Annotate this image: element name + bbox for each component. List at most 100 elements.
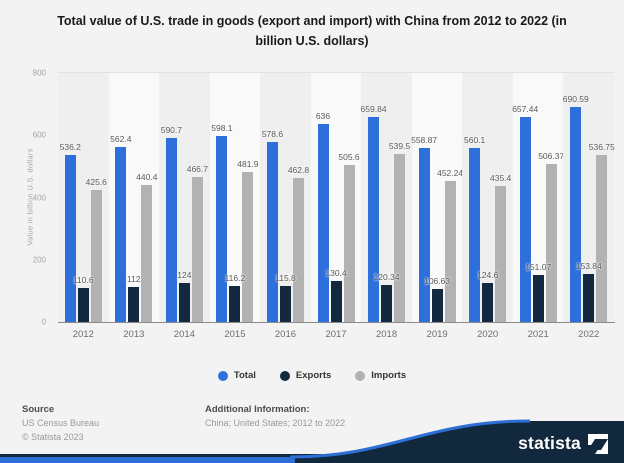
bar-value-label: 124: [177, 270, 192, 281]
bar-exports-2016: 115.8: [275, 273, 296, 322]
additional-info-label: Additional Information:: [205, 404, 310, 415]
bar-value-label: 598.1: [211, 122, 233, 133]
bar-exports-2018: 120.34: [374, 272, 400, 322]
bar-value-label: 578.6: [261, 128, 284, 139]
bar-group-2022: 690.59 153.84 536.75: [563, 73, 615, 322]
x-tick-2016: 2016: [274, 329, 297, 340]
bar-value-label: 636: [315, 111, 331, 122]
x-tick-2013: 2013: [123, 329, 145, 340]
bar-value-label: 116.2: [224, 272, 246, 283]
year-column-2015: 598.1 116.2 481.9: [209, 73, 261, 322]
legend-item-total[interactable]: Total: [217, 370, 256, 381]
legend-item-imports[interactable]: Imports: [355, 370, 406, 381]
bar-group-2014: 590.7 124 466.7: [161, 73, 208, 322]
bar-value-label: 120.34: [373, 271, 400, 282]
plot-area: 536.2 110.6 425.6 562.4 112 440.4 590.7 124 466.…: [58, 73, 615, 322]
bar-imports-2016: 462.8: [288, 165, 309, 322]
bar-value-label: 560.1: [464, 134, 486, 145]
source-label: Source: [22, 404, 55, 415]
bar-total-2012: 536.2: [60, 142, 81, 322]
year-column-2021: 657.44 151.07 506.37: [512, 73, 564, 322]
year-column-2013: 562.4 112 440.4: [108, 73, 160, 322]
bar-value-label: 153.84: [575, 261, 602, 272]
gridline-800: [58, 72, 614, 73]
bar-exports-2014: 124: [177, 270, 191, 322]
bar-imports-2022: 536.75: [589, 142, 615, 322]
bar-value-label: 659.84: [360, 103, 387, 114]
bar-imports-2014: 466.7: [187, 164, 208, 322]
y-axis-ticks: 0 200 400 600 800: [0, 69, 52, 327]
statista-logo: statista: [518, 433, 608, 454]
bar-group-2018: 659.84 120.34 539.5: [361, 73, 410, 322]
x-tick-2018: 2018: [375, 329, 398, 340]
legend-dot-total: [217, 370, 228, 381]
y-tick-400: 400: [32, 193, 46, 202]
x-tick-2022: 2022: [578, 329, 600, 340]
bar-value-label: 110.6: [72, 274, 94, 285]
legend-item-exports[interactable]: Exports: [279, 370, 331, 381]
legend-label: Total: [233, 370, 256, 381]
chart-legend: Total Exports Imports: [0, 370, 624, 381]
y-tick-800: 800: [32, 68, 46, 78]
bar-value-label: 452.24: [437, 168, 464, 179]
bar-total-2020: 560.1: [464, 135, 485, 322]
y-tick-0: 0: [41, 317, 46, 327]
bar-total-2014: 590.7: [161, 125, 182, 322]
bar-value-label: 506.37: [538, 151, 565, 162]
bar-imports-2017: 505.6: [338, 152, 360, 322]
bar-total-2017: 636: [316, 111, 330, 322]
bar-group-2012: 536.2 110.6 425.6: [60, 73, 107, 322]
year-column-2014: 590.7 124 466.7: [159, 73, 210, 322]
bar-exports-2012: 110.6: [73, 275, 94, 322]
bar-exports-2020: 124.6: [477, 270, 498, 322]
y-tick-600: 600: [32, 130, 46, 140]
bar-group-2021: 657.44 151.07 506.37: [512, 73, 564, 322]
bar-value-label: 536.75: [588, 141, 615, 152]
bar-total-2018: 659.84: [361, 104, 387, 322]
bar-total-2013: 562.4: [110, 134, 131, 322]
bar-value-label: 505.6: [338, 151, 360, 162]
year-column-2020: 560.1 124.6 435.4: [462, 73, 513, 322]
additional-info-text: China; United States; 2012 to 2022: [205, 418, 346, 429]
legend-dot-imports: [355, 370, 366, 381]
x-tick-2019: 2019: [426, 329, 448, 340]
bar-value-label: 690.59: [562, 94, 589, 105]
bar-exports-2013: 112: [127, 274, 141, 322]
year-column-2012: 536.2 110.6 425.6: [58, 73, 109, 322]
bar-group-2020: 560.1 124.6 435.4: [464, 73, 511, 322]
bar-value-label: 124.6: [477, 270, 499, 281]
x-axis-line: [58, 322, 615, 323]
bar-imports-2020: 435.4: [490, 173, 511, 322]
x-tick-2020: 2020: [477, 329, 499, 340]
bar-imports-2019: 452.24: [437, 168, 463, 322]
legend-dot-exports: [279, 370, 290, 381]
year-column-2017: 636 130.4 505.6: [310, 73, 362, 322]
additional-info-block: Additional Information: China; United St…: [205, 403, 345, 431]
bar-imports-2015: 481.9: [237, 159, 259, 322]
bar-total-2015: 598.1: [211, 123, 233, 322]
bar-value-label: 151.07: [525, 261, 552, 272]
bar-value-label: 562.4: [110, 133, 132, 144]
bar-value-label: 558.87: [411, 135, 438, 146]
bar-exports-2021: 151.07: [525, 262, 551, 322]
statista-logo-text: statista: [518, 433, 581, 453]
bar-total-2019: 558.87: [411, 135, 437, 322]
year-column-2019: 558.87 106.63 452.24: [411, 73, 463, 322]
bar-exports-2015: 116.2: [225, 273, 245, 322]
bar-total-2022: 690.59: [563, 94, 589, 322]
bar-value-label: 112: [127, 274, 141, 285]
statista-logo-icon: [588, 433, 608, 454]
bar-value-label: 130.4: [325, 268, 347, 279]
bar-value-label: 462.8: [287, 164, 310, 175]
bar-value-label: 466.7: [186, 163, 208, 174]
x-tick-2015: 2015: [224, 329, 246, 340]
year-column-2016: 578.6 115.8 462.8: [260, 73, 311, 322]
bar-exports-2017: 130.4: [325, 268, 347, 322]
bar-exports-2022: 153.84: [576, 261, 602, 322]
source-line-1: US Census Bureau: [22, 418, 100, 429]
bar-group-2016: 578.6 115.8 462.8: [262, 73, 309, 322]
bar-group-2015: 598.1 116.2 481.9: [211, 73, 259, 322]
bar-group-2013: 562.4 112 440.4: [110, 73, 157, 322]
bar-group-2019: 558.87 106.63 452.24: [411, 73, 463, 322]
bar-value-label: 115.8: [275, 272, 296, 283]
